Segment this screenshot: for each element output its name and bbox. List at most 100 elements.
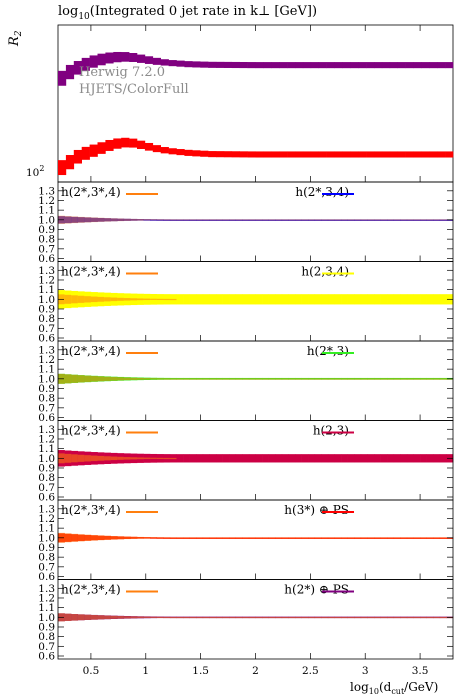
ratio-ref-bin (301, 219, 309, 221)
ratio-band-bin (413, 454, 421, 463)
ratio-panel: 1.31.21.11.00.90.80.70.6 h(2*,3*,4) h(2*,3… (38, 340, 454, 424)
main-bin (247, 62, 256, 69)
ratio-band-bin (222, 454, 230, 463)
main-bin (318, 62, 327, 69)
ratio-ref-bin (90, 535, 98, 541)
ratio-ref-bin (209, 537, 217, 539)
main-bin (389, 151, 398, 158)
ratio-tick-label: 1.2 (38, 592, 55, 604)
ratio-ref-bin (406, 616, 414, 619)
ratio-ref-bin (196, 378, 204, 380)
ratio-band-bin (216, 454, 223, 463)
ratio-ref-bin (222, 378, 230, 380)
ratio-band-bin (341, 294, 348, 305)
ratio-band-bin (380, 294, 388, 305)
ratio-ref-bin (314, 537, 322, 539)
ratio-ref-bin (163, 537, 171, 539)
legend-comparison-label: h(2*,3) (307, 344, 349, 358)
ratio-ref-bin (163, 378, 171, 380)
ratio-ref-bin (354, 378, 362, 380)
ratio-band-bin (341, 454, 348, 463)
ratio-ref-bin (209, 616, 217, 619)
ratio-ref-bin (90, 296, 98, 303)
ratio-ref-bin (222, 616, 230, 619)
ratio-tick-label: 1.2 (38, 274, 55, 286)
ratio-ref-bin (163, 616, 171, 619)
ratio-ref-bin (137, 219, 144, 221)
ratio-ref-bin (117, 616, 125, 619)
main-bin (389, 62, 398, 69)
ratio-band-bin (196, 294, 204, 305)
main-bin (216, 151, 225, 158)
ratio-ref-bin (104, 615, 111, 620)
main-bin (231, 151, 240, 158)
ratio-band-bin (334, 454, 342, 463)
ratio-ref-bin (84, 375, 92, 382)
ratio-ref-bin (262, 616, 269, 619)
ratio-ref-bin (229, 378, 237, 380)
ratio-tick-label: 1.2 (38, 195, 55, 207)
ratio-tick-label: 1.1 (38, 364, 55, 376)
ratio-ref-bin (97, 455, 105, 461)
ratio-ref-bin (123, 218, 131, 221)
ratio-ref-bin (176, 537, 184, 539)
ratio-ref-bin (433, 616, 441, 619)
main-bin (160, 59, 169, 66)
ratio-band-bin (268, 454, 276, 463)
main-bin (437, 151, 446, 158)
ratio-ref-bin (301, 537, 309, 539)
main-bin (358, 62, 367, 69)
ratio-ref-bin (183, 616, 190, 619)
ratio-ref-bin (169, 378, 177, 380)
ratio-ref-bin (110, 297, 118, 302)
ratio-ref-bin (110, 615, 118, 619)
ratio-band-bin (400, 454, 408, 463)
ratio-tick-label: 0.9 (38, 224, 55, 236)
main-bin (429, 62, 438, 69)
ratio-ref-bin (209, 378, 217, 380)
series-h3-ps (58, 137, 454, 176)
ratio-tick-label: 1.0 (38, 214, 55, 226)
main-bin (152, 145, 161, 153)
legend-reference-label: h(2*,3*,4) (61, 424, 121, 438)
ratio-band-bin (406, 294, 414, 305)
ratio-band-bin (327, 454, 335, 463)
ratio-band-bin (439, 294, 447, 305)
ratio-tick-label: 1.0 (38, 373, 55, 385)
ratio-ref-bin (130, 298, 138, 301)
ratio-tick-label: 1.1 (38, 205, 55, 217)
y-tick-label: 102 (26, 164, 44, 179)
ratio-ref-bin (433, 219, 441, 221)
ratio-ref-bin (71, 216, 79, 224)
ratio-ref-bin (137, 457, 144, 460)
analysis-label: HJETS/ColorFull (79, 82, 189, 97)
main-bin (310, 62, 319, 69)
ratio-ref-bin (202, 616, 210, 619)
main-bin (421, 151, 430, 158)
ratio-tick-label: 1.0 (38, 294, 55, 306)
ratio-ref-bin (380, 616, 388, 619)
main-bin (208, 61, 217, 68)
ratio-band-bin (400, 294, 408, 305)
ratio-ref-bin (268, 219, 276, 221)
ratio-band-bin (255, 454, 263, 463)
ratio-ref-bin (137, 536, 144, 539)
ratio-tick-label: 1.2 (38, 513, 55, 525)
ratio-band-bin (426, 454, 434, 463)
ratio-ref-bin (360, 219, 368, 221)
ratio-band-bin (321, 454, 329, 463)
ratio-ref-bin (367, 219, 375, 221)
ratio-ref-bin (117, 536, 125, 540)
ratio-band-bin (301, 294, 309, 305)
ratio-tick-label: 1.1 (38, 284, 55, 296)
main-curves (58, 51, 454, 176)
main-bin (192, 150, 201, 157)
ratio-ref-bin (216, 219, 223, 221)
ratio-ref-bin (354, 537, 362, 539)
ratio-ref-bin (314, 378, 322, 380)
ratio-band-bin (367, 454, 375, 463)
ratio-ref-bin (420, 616, 427, 619)
ratio-ref-bin (222, 219, 230, 221)
ratio-ref-bin (341, 616, 348, 619)
ratio-ref-bin (156, 219, 164, 221)
